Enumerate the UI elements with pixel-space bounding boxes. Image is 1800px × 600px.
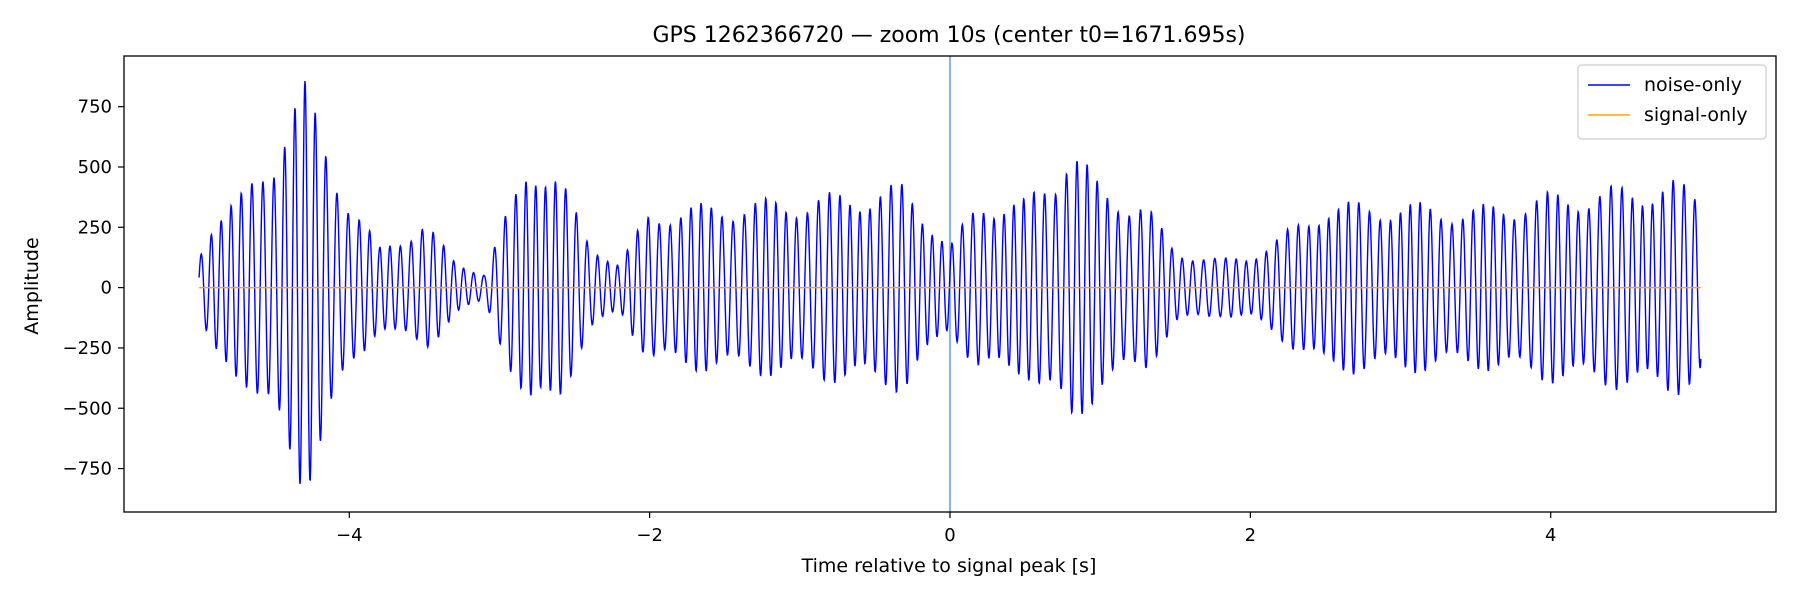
y-tick-label: 500 (78, 157, 112, 178)
x-tick-label: 4 (1545, 525, 1556, 546)
x-axis-label: Time relative to signal peak [s] (801, 555, 1097, 577)
y-tick-label: 250 (78, 217, 112, 238)
legend-label-noise-only: noise-only (1644, 74, 1742, 96)
x-tick-label: 0 (944, 525, 955, 546)
axes: −4 −2 0 2 4 −750 −500 −250 0 250 500 750 (63, 55, 1777, 546)
y-tick-label: 750 (78, 97, 112, 118)
legend-box (1577, 64, 1767, 140)
noise-only-line (198, 80, 1702, 484)
legend: noise-only signal-only (1577, 64, 1767, 140)
chart-title: GPS 1262366720 — zoom 10s (center t0=167… (652, 23, 1245, 48)
x-tick-label: 2 (1245, 525, 1256, 546)
y-tick-label: −500 (63, 398, 112, 419)
legend-label-signal-only: signal-only (1644, 104, 1748, 126)
x-tick-label: −2 (636, 525, 663, 546)
y-tick-label: 0 (101, 278, 112, 299)
y-tick-label: −250 (63, 338, 112, 359)
x-tick-label: −4 (336, 525, 363, 546)
y-tick-label: −750 (63, 459, 112, 480)
y-axis-label: Amplitude (21, 237, 43, 334)
plot-area (198, 56, 1702, 512)
